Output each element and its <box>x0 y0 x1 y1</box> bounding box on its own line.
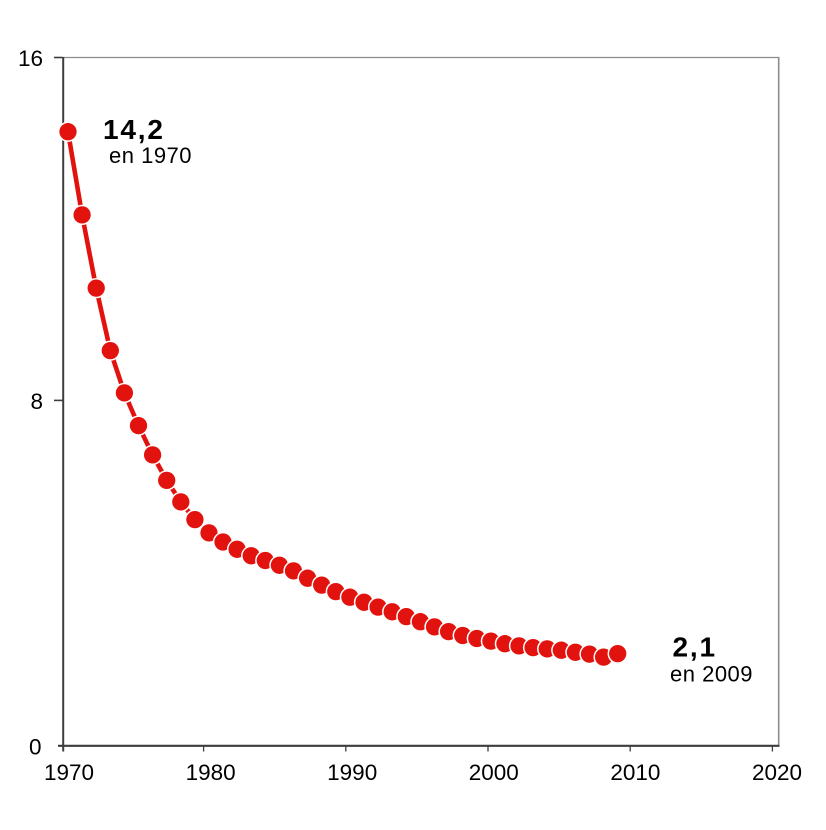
svg-text:1970: 1970 <box>44 760 94 785</box>
svg-text:1980: 1980 <box>186 760 236 785</box>
svg-text:1990: 1990 <box>327 760 377 785</box>
svg-text:14,2: 14,2 <box>103 114 165 145</box>
svg-text:0: 0 <box>29 735 42 760</box>
svg-text:en 1970: en 1970 <box>109 143 192 168</box>
svg-text:8: 8 <box>30 389 43 414</box>
svg-text:16: 16 <box>18 46 43 71</box>
svg-text:2000: 2000 <box>469 760 519 785</box>
svg-text:en 2009: en 2009 <box>670 662 753 687</box>
svg-text:2020: 2020 <box>752 760 802 785</box>
svg-text:2010: 2010 <box>610 760 660 785</box>
svg-text:2,1: 2,1 <box>673 632 717 663</box>
